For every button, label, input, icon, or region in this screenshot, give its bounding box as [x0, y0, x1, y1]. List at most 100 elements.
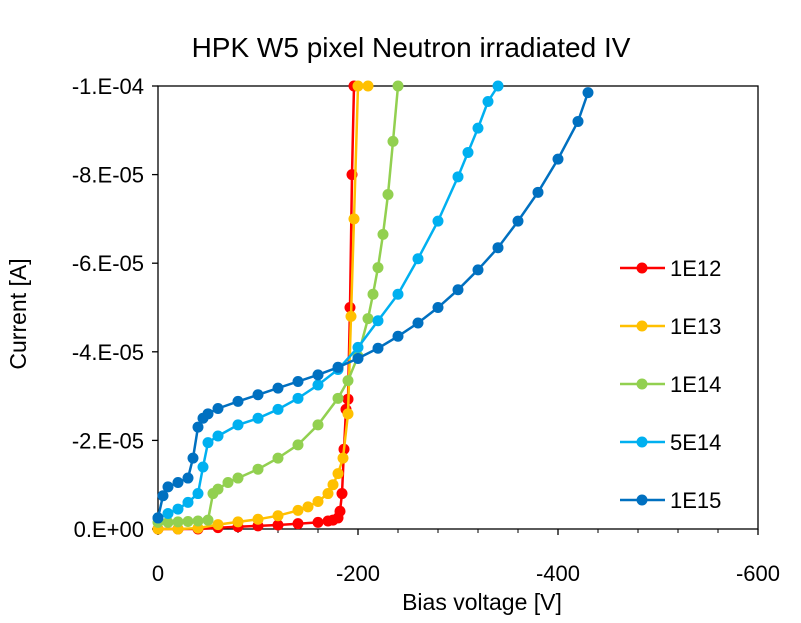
data-point [392, 330, 404, 342]
data-point [334, 505, 346, 517]
data-point [172, 516, 184, 528]
data-point [292, 392, 304, 404]
data-point [552, 153, 564, 165]
data-point [432, 302, 444, 313]
data-point [222, 476, 234, 488]
data-point [202, 408, 214, 420]
data-point [272, 510, 284, 522]
data-point [292, 375, 304, 387]
data-point [412, 317, 424, 329]
y-tick-label: -8.E-05 [72, 163, 144, 188]
data-point [272, 519, 284, 531]
data-point [212, 519, 224, 531]
data-point [327, 479, 339, 491]
legend-label: 5E14 [670, 430, 721, 455]
data-point [342, 375, 354, 387]
y-tick-label: -1.E-04 [72, 74, 144, 99]
data-point [382, 189, 394, 201]
data-point [172, 476, 184, 488]
data-point [162, 481, 174, 493]
data-point [252, 463, 264, 475]
data-point [162, 516, 174, 528]
data-point [532, 186, 544, 198]
legend: 1E12 1E13 1E14 5E14 1E15 [620, 256, 721, 513]
data-point [452, 171, 464, 183]
data-point [312, 379, 324, 391]
data-point [272, 452, 284, 464]
data-point [197, 461, 209, 473]
data-point [172, 503, 184, 515]
series-1E13 [152, 80, 374, 535]
data-point [202, 437, 214, 449]
data-point [192, 515, 204, 527]
data-point [252, 513, 264, 525]
data-point [472, 122, 484, 134]
legend-label: 1E12 [670, 256, 721, 281]
data-point [352, 341, 364, 353]
data-point [472, 264, 484, 276]
data-point [377, 228, 389, 240]
data-point [512, 215, 524, 227]
data-point [232, 472, 244, 484]
legend-item-1E13: 1E13 [620, 314, 721, 339]
data-point [362, 313, 374, 325]
plot-area [157, 85, 759, 530]
y-tick-label: -6.E-05 [72, 251, 144, 276]
data-point [182, 515, 194, 527]
y-tick-label: -2.E-05 [72, 428, 144, 453]
data-point [392, 80, 404, 92]
data-point [352, 352, 364, 364]
data-point [432, 215, 444, 227]
data-point [292, 518, 304, 530]
data-point [192, 421, 204, 433]
data-point [202, 514, 214, 526]
data-point [322, 488, 334, 500]
y-tick-label: -4.E-05 [72, 340, 144, 365]
data-point [182, 472, 194, 484]
x-axis-label: Bias voltage [V] [402, 589, 562, 615]
legend-marker [636, 378, 648, 390]
data-point [232, 419, 244, 431]
axis-ticks: 0 -200 -400 -600 0.E+00 -2.E-05 -4.E-05 -6.E-05… [72, 74, 780, 586]
data-point [337, 452, 349, 464]
data-point [492, 80, 504, 92]
data-point [312, 419, 324, 431]
data-point [302, 501, 314, 513]
legend-label: 1E14 [670, 372, 721, 397]
data-point [252, 412, 264, 424]
data-point [252, 389, 264, 401]
series-layer [152, 80, 594, 535]
data-point [372, 342, 384, 354]
data-point [372, 315, 384, 327]
data-point [212, 430, 224, 442]
data-point [462, 146, 474, 158]
data-point [362, 80, 374, 92]
data-point [412, 253, 424, 265]
legend-item-5E14: 5E14 [620, 430, 721, 455]
data-point [332, 468, 344, 480]
data-point [187, 452, 199, 464]
data-point [312, 516, 324, 528]
legend-item-1E15: 1E15 [620, 488, 721, 513]
data-point [387, 135, 399, 147]
data-point [232, 516, 244, 528]
x-tick-label: -200 [336, 561, 380, 586]
data-point [212, 403, 224, 415]
legend-item-1E14: 1E14 [620, 372, 721, 397]
data-point [192, 488, 204, 500]
data-point [152, 512, 164, 524]
data-point [336, 488, 348, 500]
legend-marker [636, 262, 648, 274]
data-point [492, 242, 504, 254]
data-point [272, 403, 284, 415]
data-point [392, 288, 404, 300]
legend-label: 1E13 [670, 314, 721, 339]
x-tick-label: 0 [152, 561, 164, 586]
series-1E15 [152, 87, 594, 524]
data-point [332, 361, 344, 373]
data-point [348, 213, 360, 225]
legend-item-1E12: 1E12 [620, 256, 721, 281]
data-point [162, 507, 174, 519]
data-point [212, 483, 224, 495]
data-point [292, 504, 304, 516]
